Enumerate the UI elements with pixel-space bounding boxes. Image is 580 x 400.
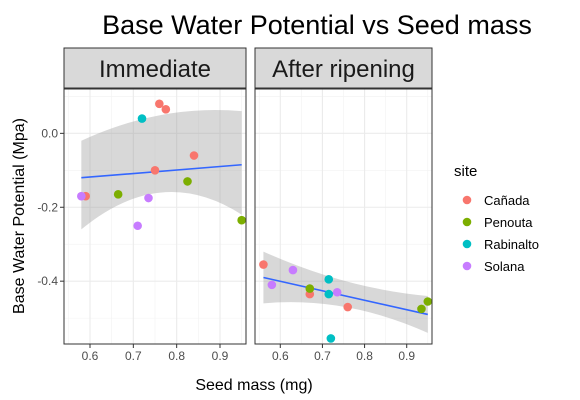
data-point <box>137 114 147 123</box>
legend-key <box>462 217 472 227</box>
data-point <box>417 304 426 314</box>
regression-line <box>263 276 428 316</box>
facet-panels: Immediate 0.6 0.7 0.8 0.9 0.0 -0.2 -0.4 After ri… <box>37 47 433 363</box>
data-point <box>305 284 315 293</box>
data-point <box>326 334 336 343</box>
facet-strip-label: After ripening <box>272 56 415 83</box>
legend-label: Penouta <box>484 215 533 230</box>
data-point <box>267 280 277 290</box>
x-tick-label: 0.7 <box>125 349 142 363</box>
x-tick-label: 0.6 <box>82 349 99 363</box>
legend-key <box>462 261 472 271</box>
legend-key <box>462 239 472 249</box>
panel-border <box>63 88 247 345</box>
facet-strip <box>63 47 247 89</box>
confidence-band <box>263 251 428 333</box>
data-point <box>423 297 433 306</box>
legend-title: site <box>454 163 477 180</box>
data-point <box>324 275 334 284</box>
data-point <box>150 166 160 175</box>
legend-key <box>462 195 472 205</box>
legend-label: Solana <box>484 259 525 274</box>
y-tick-label: -0.4 <box>37 274 58 288</box>
confidence-band <box>81 109 242 230</box>
panel-1: After ripening 0.6 0.7 0.8 0.9 <box>254 47 433 363</box>
data-point <box>161 105 171 114</box>
panel-border <box>254 88 433 345</box>
legend: site Cañada Penouta Rabinalto Solana <box>454 163 539 274</box>
y-tick-label: 0.0 <box>41 126 58 140</box>
data-point <box>183 177 192 186</box>
data-point <box>259 260 268 269</box>
x-tick-label: 0.8 <box>168 349 185 363</box>
y-axis-label: Base Water Potential (Mpa) <box>11 118 28 314</box>
chart-title: Base Water Potential vs Seed mass <box>102 10 532 40</box>
data-point <box>155 99 164 109</box>
x-tick-label: 0.9 <box>212 349 229 363</box>
data-point <box>237 215 246 225</box>
y-tick-label: -0.2 <box>37 200 58 214</box>
data-point <box>324 289 334 299</box>
x-tick-label: 0.8 <box>356 349 373 363</box>
facet-strip-label: Immediate <box>99 56 211 83</box>
legend-label: Cañada <box>484 193 530 208</box>
regression-line <box>81 163 242 179</box>
data-point <box>343 302 353 312</box>
x-tick-label: 0.9 <box>398 349 415 363</box>
legend-label: Rabinalto <box>484 237 539 252</box>
data-point <box>77 191 86 201</box>
data-point <box>189 151 199 160</box>
x-tick-label: 0.6 <box>272 349 289 363</box>
panel-0: Immediate 0.6 0.7 0.8 0.9 0.0 -0.2 -0.4 <box>37 47 247 363</box>
data-point <box>133 221 142 231</box>
data-point <box>144 193 153 203</box>
data-point <box>288 265 298 275</box>
x-axis-label: Seed mass (mg) <box>195 377 312 394</box>
data-point <box>113 190 123 199</box>
data-point <box>332 287 342 297</box>
facet-strip <box>254 47 433 89</box>
x-tick-label: 0.7 <box>314 349 331 363</box>
